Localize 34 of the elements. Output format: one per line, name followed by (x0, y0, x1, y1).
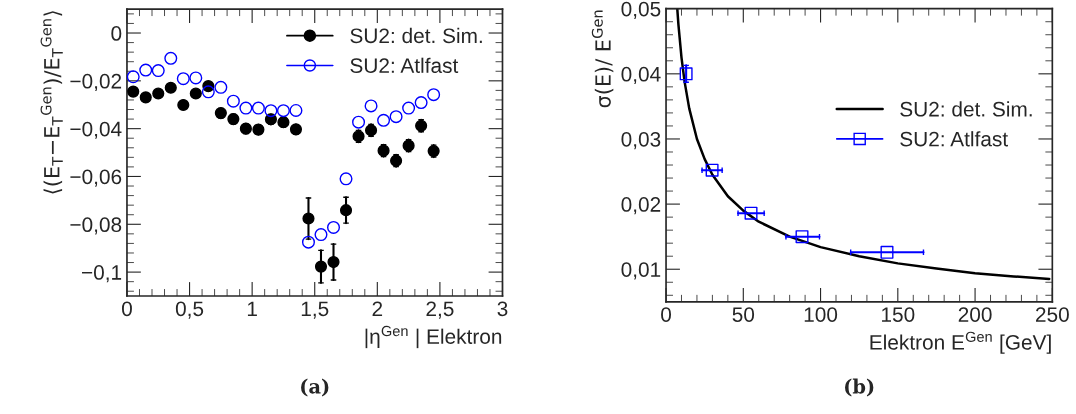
x-axis-title: |η$^{Gen}$ | Elektron (365, 325, 502, 349)
y-tick-label: −0,08 (70, 217, 122, 235)
y-tick-label: −0,06 (70, 169, 122, 187)
legend-label: SU2: det. Sim. (350, 27, 482, 44)
y-tick-label: 0,02 (621, 197, 661, 215)
y-tick-label: −0,02 (70, 73, 122, 92)
x-tick-label: 0 (121, 301, 132, 317)
x-tick-label: 0 (661, 307, 672, 322)
text: (b) (845, 378, 874, 397)
x-tick-label: 2,5 (426, 301, 454, 319)
text: (a) (301, 378, 329, 397)
legend-label: SU2: det. Sim. (900, 101, 1032, 117)
legend-label: SU2: Atlfast (350, 57, 459, 73)
y-tick-label: −0,1 (82, 265, 122, 283)
x-tick-label: 0,5 (175, 301, 204, 319)
x-tick-label: 200 (958, 307, 992, 322)
y-tick-label: −0,04 (70, 121, 122, 139)
y-tick-label: 0,03 (621, 131, 661, 150)
x-tick-label: 150 (882, 307, 915, 322)
y-axis-title: σ(E)/ E$^{Gen}$ (591, 10, 614, 108)
x-tick-label: 1,5 (301, 301, 329, 319)
y-tick-label: 0,04 (621, 66, 661, 85)
x-tick-label: 50 (732, 307, 755, 322)
x-axis-title: Elektron E$^{Gen}$ [GeV] (870, 331, 1051, 354)
y-tick-label: 0,05 (621, 1, 661, 19)
y-tick-label: 0 (111, 26, 122, 41)
text: ⟨(E$_{T}$−E$_{T}$$^{Gen}$)/E$_{T}$$^{Gen}$⟩ (40, 11, 63, 194)
x-tick-label: 2 (372, 301, 383, 316)
legend-label: SU2: Atlfast (900, 131, 1008, 147)
x-tick-label: 3 (497, 301, 508, 317)
x-tick-label: 1 (247, 301, 257, 316)
x-tick-label: 100 (804, 307, 838, 322)
y-tick-label: 0,01 (621, 262, 661, 280)
x-tick-label: 250 (1036, 307, 1069, 322)
